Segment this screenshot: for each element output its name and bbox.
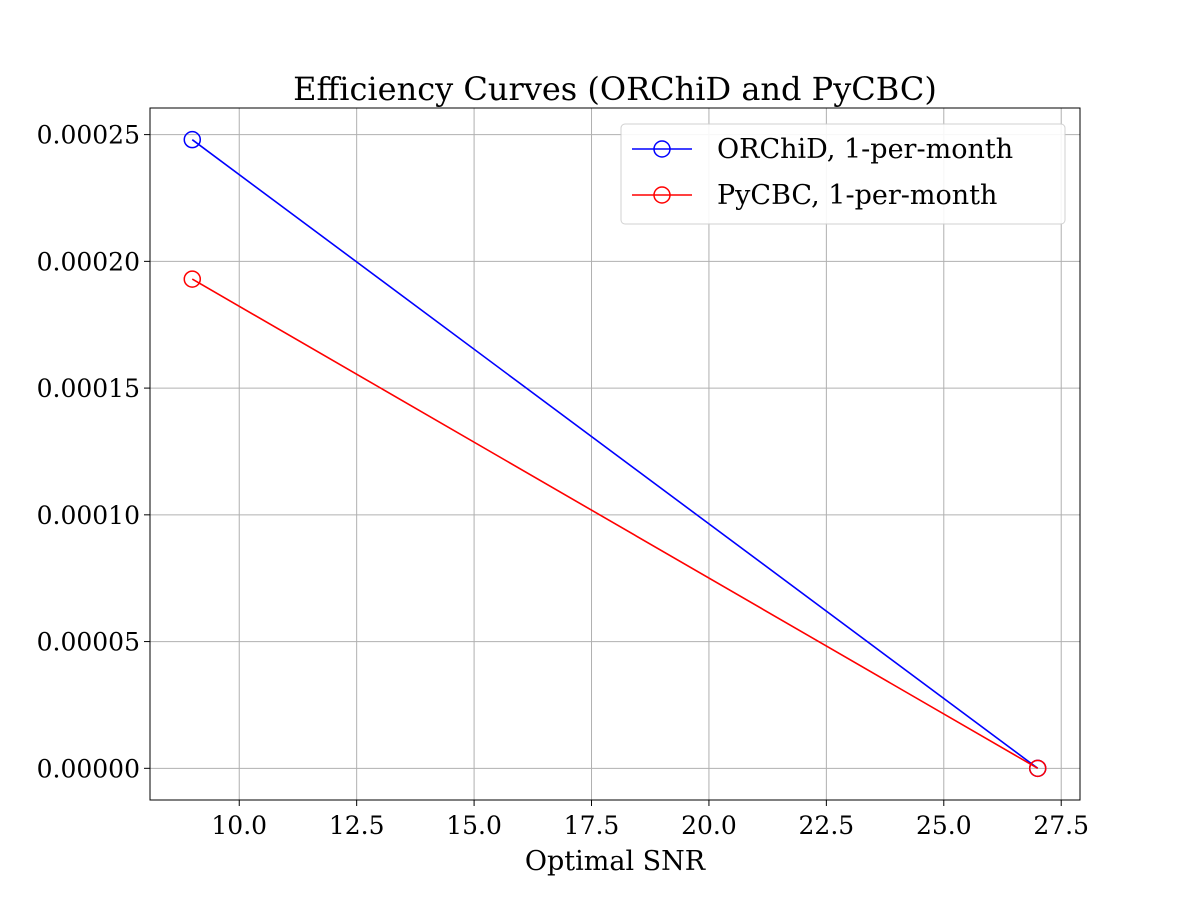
- data-point: [1028, 759, 1047, 778]
- y-tick-label: 0.00010: [37, 501, 140, 530]
- data-point: [183, 270, 202, 288]
- x-tick-label: 27.5: [1033, 811, 1089, 840]
- x-tick-label: 10.0: [211, 811, 267, 840]
- x-tick-label: 15.0: [446, 811, 502, 840]
- legend-box: [620, 123, 1066, 225]
- chart-title: Efficiency Curves (ORChiD and PyCBC): [293, 70, 937, 108]
- plot-frame: [149, 107, 1081, 801]
- series-line-1: [191, 278, 1039, 770]
- y-tick-label: 0.00020: [37, 247, 140, 276]
- y-tick-label: 0.00025: [37, 121, 140, 150]
- x-tick-label: 25.0: [916, 811, 972, 840]
- y-tick-label: 0.00015: [37, 374, 140, 403]
- y-tick-label: 0.00005: [37, 628, 140, 657]
- x-tick-label: 20.0: [681, 811, 737, 840]
- x-tick-label: 22.5: [799, 811, 855, 840]
- legend-label: ORChiD, 1-per-month: [717, 134, 1013, 165]
- legend-label: PyCBC, 1-per-month: [717, 180, 997, 211]
- series-layer: [183, 130, 1047, 778]
- tick-layer: 10.0 12.5 15.0 17.5 20.0 22.5 25.0 27.5 0.00000 0…: [37, 121, 1089, 840]
- legend-marker: [653, 140, 671, 158]
- legend: ORChiD, 1-per-month PyCBC, 1-per-month: [620, 123, 1066, 225]
- series-line-0: [191, 139, 1039, 769]
- y-tick-label: 0.00000: [37, 754, 140, 783]
- x-axis-title: Optimal SNR: [525, 846, 706, 877]
- x-tick-label: 17.5: [564, 811, 620, 840]
- legend-marker: [653, 186, 671, 204]
- data-point: [183, 130, 202, 149]
- x-tick-label: 12.5: [329, 811, 385, 840]
